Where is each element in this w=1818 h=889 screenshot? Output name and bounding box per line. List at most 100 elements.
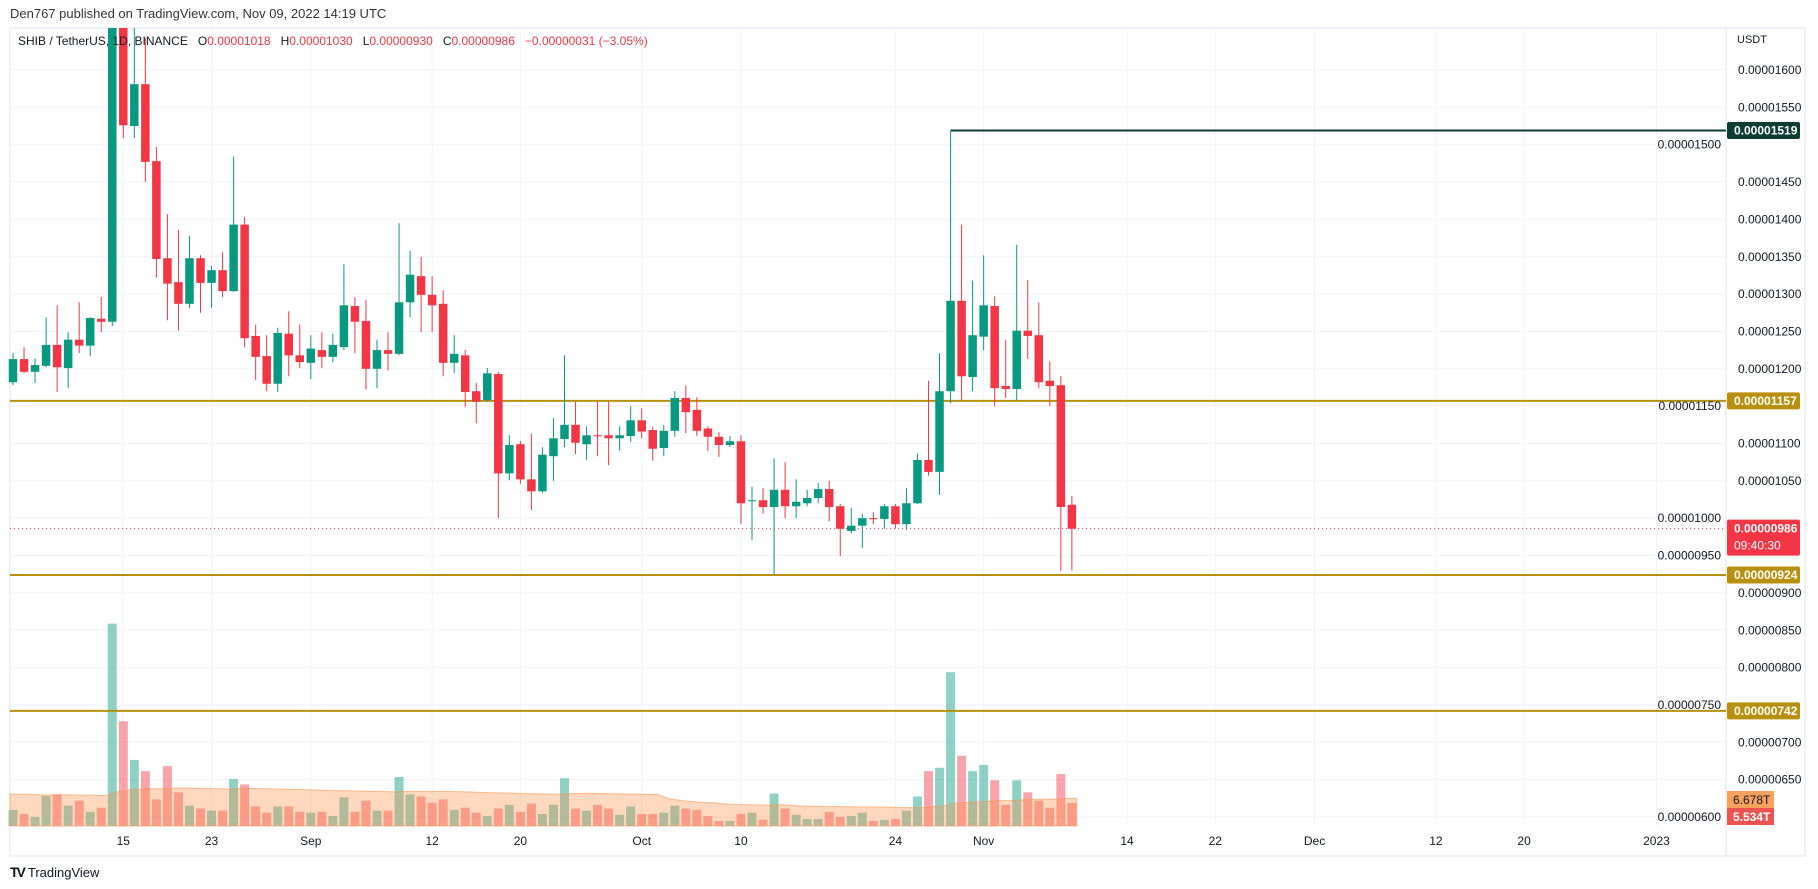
time-tick-label: 14 [1120, 834, 1134, 848]
price-tick-label: 0.00001450 [1738, 175, 1802, 189]
volume-bar [1045, 807, 1055, 826]
volume-bar [946, 672, 956, 826]
candle-body [30, 365, 40, 372]
volume-bar [328, 816, 338, 826]
candle-body [174, 282, 183, 304]
volume-bar [615, 814, 625, 826]
volume-bar [184, 805, 194, 826]
volume-bar [52, 794, 62, 826]
candle-body [19, 359, 29, 372]
candle-body [527, 479, 536, 492]
volume-bar [769, 793, 779, 826]
candle-body [8, 359, 18, 383]
candle-body [549, 438, 558, 457]
volume-bar [317, 811, 327, 826]
price-tick-label: 0.00001000 [1658, 511, 1722, 525]
volume-bar [968, 771, 978, 826]
candle-body [902, 503, 911, 525]
price-tick-label: 0.00001500 [1658, 138, 1722, 152]
time-axis[interactable]: 15 23 Sep 12 20 Oct 10 24 Nov 14 22 Dec 12 20 2023 [117, 834, 1671, 848]
price-tick-label: 0.00000750 [1658, 698, 1722, 712]
volume-bar [537, 813, 547, 826]
candle-body [516, 444, 525, 480]
time-tick-label: 22 [1209, 834, 1223, 848]
chart-frame [9, 27, 1806, 857]
level-price-label-box [1727, 122, 1800, 140]
candle-body [74, 339, 84, 346]
candle-body [130, 84, 139, 127]
level-price-label: 0.00001519 [1734, 124, 1798, 138]
candle-body [306, 348, 316, 363]
last-price-label: 0.00000986 [1734, 522, 1798, 536]
volume-bar [714, 821, 724, 826]
candle-body [63, 339, 73, 369]
volume-ma-area [9, 787, 1078, 827]
change-value: −0.00000031 (−3.05%) [524, 34, 648, 48]
currency-label: USDT [1737, 34, 1767, 46]
volume-bar [1012, 780, 1022, 826]
volume-bar [482, 816, 492, 826]
candle-body [416, 276, 426, 295]
candle-body [582, 435, 591, 445]
candle-body [538, 454, 547, 492]
volume-bar [284, 806, 294, 826]
volume-bar [1001, 804, 1011, 826]
price-tick-label: 0.00000900 [1738, 586, 1802, 600]
candle-body [1012, 330, 1021, 389]
volume-bar [868, 821, 878, 826]
tradingview-logo[interactable]: TV TradingView [10, 864, 99, 880]
volume-bar [196, 808, 206, 826]
candle-body [494, 374, 503, 474]
level-price-label-box [1727, 702, 1800, 720]
time-tick-label: 20 [514, 834, 528, 848]
volume-bar [802, 818, 812, 826]
volume-bar [493, 808, 503, 826]
candle-body [681, 397, 691, 413]
candle-body [262, 356, 271, 384]
time-tick-label: 10 [734, 834, 748, 848]
volume-bar [824, 811, 834, 826]
candle-body [350, 306, 360, 322]
candle-body [317, 350, 327, 357]
volume-bar [758, 819, 768, 826]
candle-body [692, 409, 702, 431]
candle-body [405, 274, 415, 303]
candle-body [460, 355, 470, 392]
candle-body [372, 350, 382, 369]
candle-body [604, 435, 613, 439]
symbol-name[interactable]: SHIB / TetherUS, 1D, BINANCE [18, 34, 188, 48]
volume-bar [460, 807, 470, 826]
candle-body [913, 459, 922, 504]
price-tick-label: 0.00000950 [1658, 549, 1722, 563]
price-tick-label: 0.00000800 [1738, 661, 1802, 675]
volume-bar [957, 755, 967, 826]
volume-bar [515, 811, 525, 826]
price-axis[interactable]: 0.00001600 0.00001550 0.00001500 0.00001450… [1658, 63, 1802, 824]
candle-body [648, 430, 657, 449]
volume-bar [8, 809, 18, 826]
volume-bar [582, 810, 592, 826]
time-tick-label: 24 [889, 834, 903, 848]
candle-body [295, 355, 305, 363]
volume-bar [923, 771, 933, 826]
close-label: C [442, 34, 452, 48]
volume-bar [173, 792, 183, 826]
volume-bar [979, 764, 989, 826]
volume-bar [449, 809, 459, 826]
volume-bar [41, 796, 51, 826]
candle-body [361, 320, 371, 369]
volume-bar [405, 794, 415, 826]
candle-body [802, 498, 812, 504]
candle-body [218, 270, 227, 292]
candle-body [449, 353, 459, 363]
volume-pane [8, 623, 1078, 827]
price-tick-label: 0.00000850 [1738, 623, 1802, 637]
candle-body [979, 305, 988, 337]
volume-bar [63, 805, 73, 826]
candle-body [869, 518, 878, 520]
horizontal-levels[interactable] [10, 129, 1726, 712]
volume-label: 5.534T [1733, 810, 1771, 824]
candle-body [813, 489, 823, 499]
candle-body [85, 318, 95, 346]
